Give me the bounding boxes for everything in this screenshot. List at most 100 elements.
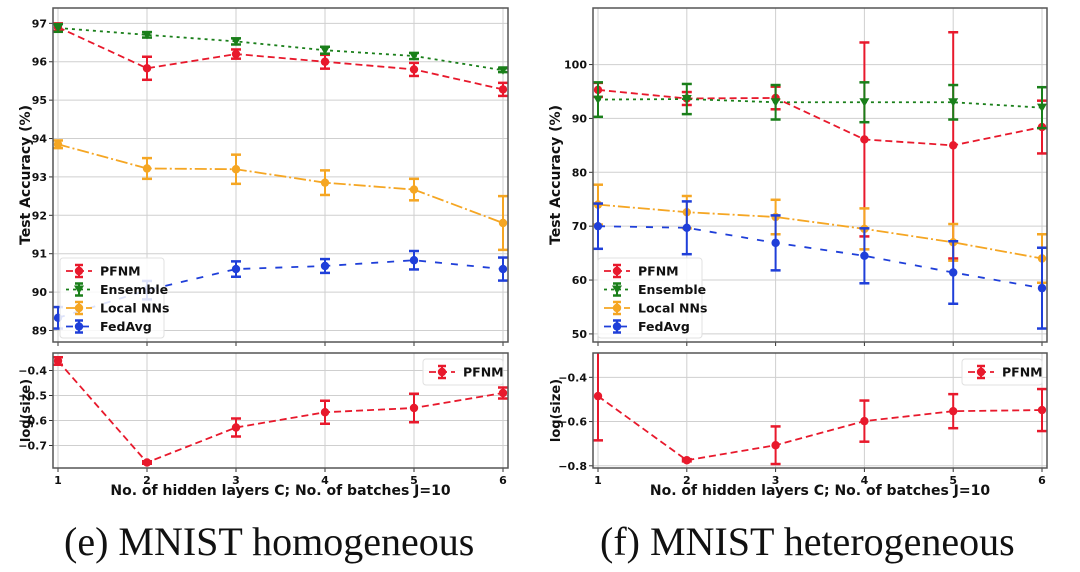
series-line-pfnm [597,88,1043,147]
legend-item-local-nns: Local NNs [66,301,169,316]
data-point-pfnm [1037,405,1047,415]
series-line-pfnm [597,395,1043,462]
legend-item-pfnm: PFNM [968,365,1043,380]
legend-marker [74,285,84,294]
y-tick-label: 96 [32,56,48,69]
caption-e: (e) MNIST homogeneous [64,519,475,564]
legend-marker [74,266,84,276]
series-line-ensemble [57,27,504,72]
y-axis-label: log(size) [19,379,34,442]
data-point-local-nns [409,185,419,194]
x-tick-label: 6 [499,474,507,487]
y-tick-label: 93 [32,171,47,184]
axes-frame [592,352,1048,469]
x-tick-label: 5 [949,474,957,487]
axes-frame [52,7,509,343]
data-point-fedavg [320,261,330,271]
chart-e-bottom: −0.4 −0.5 −0.6 −0.7 1 2 3 4 5 6 log(size) No. of hi… [18,352,509,499]
legend-item-fedavg: FedAvg [604,319,690,334]
data-point-fedavg [231,264,241,274]
legend-box [597,257,703,339]
legend-label: PFNM [100,264,141,279]
legend-label: Local NNs [638,301,707,316]
legend-marker [74,303,84,313]
x-tick-label: 1 [54,474,62,487]
legend-label: FedAvg [100,319,152,334]
data-point-pfnm [498,85,508,94]
data-point-pfnm [409,65,419,74]
x-tick-label: 3 [232,474,240,487]
y-tick-label: −0.5 [18,390,47,403]
series-group [593,30,1047,330]
data-point-pfnm [771,441,780,450]
data-point-pfnm [320,408,330,417]
x-tick-label: 2 [143,474,151,487]
series-group [593,353,1047,466]
series-pfnm [53,356,508,467]
y-tick-label: −0.8 [558,460,587,473]
x-tick-label: 2 [683,474,691,487]
x-axis-label: No. of hidden layers C; No. of batches J… [650,483,990,499]
legend-marker [612,322,622,331]
data-point-fedavg [593,221,603,231]
data-point-fedavg [949,268,958,277]
x-tick-label: 4 [861,474,869,487]
legend-item-pfnm: PFNM [429,365,504,380]
caption-f: (f) MNIST heterogeneous [600,519,1015,564]
data-point-pfnm [142,458,152,467]
y-axis-label: Test Accuracy (%) [548,105,564,245]
data-point-ensemble [53,23,63,33]
legend: PFNM [961,358,1043,386]
legend-label: Ensemble [100,282,168,297]
chart-e-top: 89 90 91 92 93 94 95 96 97 Test Accuracy (%) PFNM E… [18,7,509,346]
data-point-local-nns [142,164,152,173]
x-tick-label: 6 [1038,474,1046,487]
legend-marker [612,303,622,313]
data-point-ensemble [231,37,241,46]
legend-label: Ensemble [638,282,706,297]
series-group [53,356,508,467]
data-point-fedavg [860,251,869,261]
series-line-pfnm [57,26,504,91]
legend-item-pfnm: PFNM [604,264,679,279]
series-line-fedavg [57,259,504,319]
data-point-pfnm [142,64,152,73]
data-point-fedavg [498,264,508,274]
axes-frame [52,352,509,469]
series-ensemble [593,81,1047,130]
y-tick-label: 89 [32,324,47,337]
y-tick-label: −0.4 [18,365,47,378]
data-point-fedavg [1037,283,1047,293]
legend-item-local-nns: Local NNs [604,301,707,316]
y-tick-label: 97 [32,17,47,30]
data-point-pfnm [593,391,603,401]
legend-box [59,257,165,339]
series-fedavg [593,200,1047,330]
legend: PFNM [422,358,504,386]
chart-f-bottom: −0.4 −0.6 −0.8 1 2 3 4 5 6 log(size) No. of hidden… [549,352,1048,499]
legend-item-ensemble: Ensemble [66,282,168,297]
data-point-pfnm [860,135,869,144]
legend-marker [612,285,622,294]
data-point-pfnm [320,57,330,66]
data-point-ensemble [1037,103,1047,113]
legend-label: PFNM [1002,365,1043,380]
legend-item-pfnm: PFNM [66,264,141,279]
y-tick-label: −0.7 [18,440,47,453]
data-point-ensemble [142,30,152,40]
data-point-ensemble [948,98,959,107]
legend-item-ensemble: Ensemble [604,282,706,297]
data-point-pfnm [231,423,241,432]
data-point-ensemble [770,98,781,107]
legend-marker [437,367,447,377]
axes-frame [592,7,1048,343]
legend-marker [612,266,622,276]
data-point-fedavg [771,238,780,248]
data-point-pfnm [682,456,691,465]
y-tick-label: 90 [572,112,588,125]
data-point-local-nns [231,165,241,174]
y-tick-label: 95 [32,94,47,107]
legend-label: Local NNs [100,301,169,316]
y-axis-label: log(size) [549,379,564,442]
y-tick-label: 92 [32,209,47,222]
